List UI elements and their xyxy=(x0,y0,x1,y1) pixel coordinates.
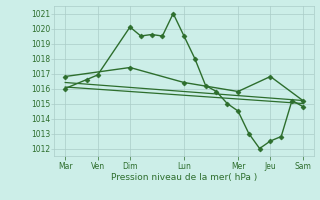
X-axis label: Pression niveau de la mer( hPa ): Pression niveau de la mer( hPa ) xyxy=(111,173,257,182)
